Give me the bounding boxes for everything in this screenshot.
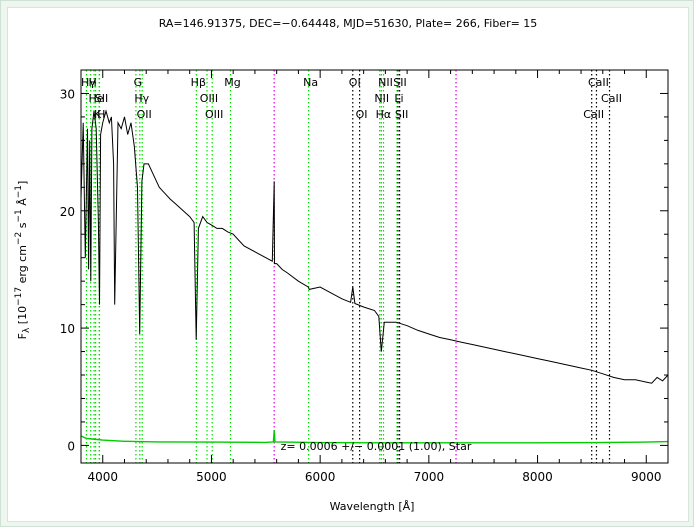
spectral-line-label-1: H (89, 76, 97, 89)
spectral-line-label-13: Na (303, 76, 318, 89)
spectral-line-label-16: NII (378, 76, 393, 89)
spectral-line-label-3: SII (95, 92, 108, 105)
spectral-line-label-10: OIII (200, 92, 218, 105)
spectral-line-label-4: K (94, 108, 102, 121)
spectral-line-label-0: Hγ (81, 76, 96, 89)
y-tick-label-1: 10 (60, 322, 75, 336)
spectral-line-label-5: H (97, 108, 105, 121)
plot-panel: RA=146.91375, DEC=−0.64448, MJD=51630, P… (7, 7, 689, 522)
spectral-line-label-7: Hγ (134, 92, 149, 105)
x-tick-label-5: 9000 (631, 470, 662, 484)
spectral-line-label-22: CaII (588, 76, 609, 89)
spectral-line-label-14: OI (349, 76, 361, 89)
x-axis-label: Wavelength [Å] (330, 500, 415, 513)
spectral-line-label-6: G (134, 76, 143, 89)
series-flux (81, 109, 668, 384)
chart-title: RA=146.91375, DEC=−0.64448, MJD=51630, P… (159, 17, 538, 30)
y-tick-label-2: 20 (60, 205, 75, 219)
series-error (81, 430, 668, 444)
plot-frame (80, 69, 669, 464)
y-tick-label-3: 30 (60, 87, 75, 101)
spectral-line-label-19: Li (394, 92, 403, 105)
spectral-line-label-20: Hα (376, 108, 392, 121)
spectral-line-label-18: NII (374, 92, 389, 105)
spectral-line-label-12: Mg (224, 76, 240, 89)
spectrum-chart: RA=146.91375, DEC=−0.64448, MJD=51630, P… (14, 17, 669, 513)
spectral-line-label-17: SII (393, 76, 406, 89)
spectral-line-label-23: CaII (601, 92, 622, 105)
spectral-line-label-9: Hβ (191, 76, 206, 89)
spectral-line-label-2: He (89, 92, 104, 105)
spectral-line-label-11: OIII (205, 108, 223, 121)
spectral-line-label-15: OI (356, 108, 368, 121)
y-axis-label: Fλ [10−17 erg cm−2 s−1 Å−1] (14, 181, 32, 340)
spectral-line-label-8: OII (137, 108, 152, 121)
x-tick-label-3: 7000 (414, 470, 445, 484)
y-tick-label-0: 0 (67, 439, 75, 453)
redshift-label: z= 0.0006 +/− 0.0001 (1.00), Star (281, 440, 472, 453)
spectral-line-label-24: CaII (583, 108, 604, 121)
x-tick-label-0: 4000 (87, 470, 118, 484)
x-tick-label-4: 8000 (522, 470, 553, 484)
x-tick-label-2: 6000 (305, 470, 336, 484)
x-tick-label-1: 5000 (196, 470, 227, 484)
spectral-line-label-21: SII (395, 108, 408, 121)
